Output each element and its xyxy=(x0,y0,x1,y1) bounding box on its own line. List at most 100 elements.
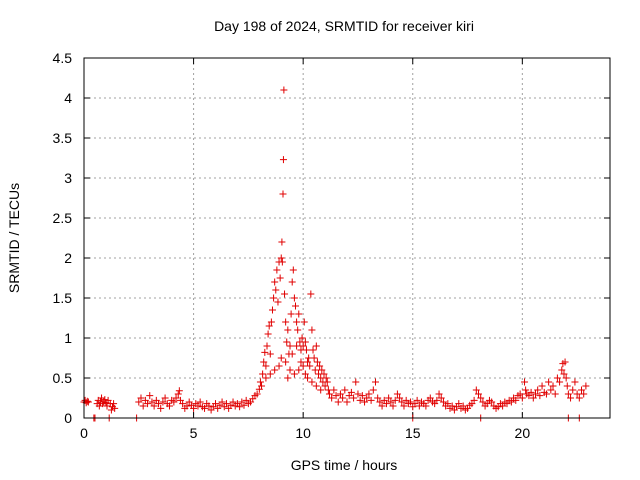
data-point xyxy=(407,398,415,406)
data-point xyxy=(444,400,452,408)
data-point xyxy=(330,386,338,394)
data-point xyxy=(518,394,526,402)
data-point xyxy=(393,390,401,398)
data-point xyxy=(301,338,309,346)
data-point xyxy=(281,290,289,298)
data-point xyxy=(318,366,326,374)
data-point xyxy=(563,382,571,390)
data-point xyxy=(293,342,301,350)
data-point xyxy=(439,398,447,406)
data-point xyxy=(332,392,340,400)
data-point xyxy=(201,404,209,412)
data-point xyxy=(196,398,204,406)
data-point xyxy=(284,374,292,382)
data-point xyxy=(295,310,303,318)
data-point xyxy=(279,190,287,198)
data-point xyxy=(278,258,286,266)
data-point xyxy=(99,400,107,408)
data-point xyxy=(205,402,213,410)
data-point xyxy=(545,378,553,386)
data-point xyxy=(365,390,373,398)
data-point xyxy=(298,334,306,342)
data-point xyxy=(272,286,280,294)
data-point xyxy=(84,398,92,406)
y-tick-label: 4 xyxy=(64,90,72,106)
data-point xyxy=(313,358,321,366)
data-point xyxy=(363,394,371,402)
data-point xyxy=(553,374,561,382)
data-point xyxy=(391,396,399,404)
data-point xyxy=(459,402,467,410)
data-point xyxy=(150,402,158,410)
data-point xyxy=(308,378,316,386)
data-point xyxy=(347,388,355,396)
data-point xyxy=(172,394,180,402)
x-tick-label: 0 xyxy=(80,425,88,441)
y-tick-label: 3.5 xyxy=(53,130,73,146)
data-point xyxy=(83,397,91,405)
data-point xyxy=(290,294,298,302)
data-point xyxy=(529,394,537,402)
data-point xyxy=(271,278,279,286)
data-point xyxy=(387,398,395,406)
chart-title: Day 198 of 2024, SRMTID for receiver kir… xyxy=(214,18,474,34)
data-point xyxy=(309,346,317,354)
data-point xyxy=(286,366,294,374)
grid xyxy=(84,58,610,418)
data-point xyxy=(578,386,586,394)
data-point xyxy=(470,396,478,404)
data-point xyxy=(299,342,307,350)
data-point xyxy=(183,402,191,410)
data-point xyxy=(259,370,267,378)
y-tick-label: 0 xyxy=(64,410,72,426)
y-tick-label: 0.5 xyxy=(53,370,73,386)
data-point xyxy=(398,398,406,406)
y-tick-label: 4.5 xyxy=(53,50,73,66)
data-point xyxy=(328,394,336,402)
data-point xyxy=(157,404,165,412)
data-point xyxy=(266,370,274,378)
data-point xyxy=(322,374,330,382)
data-point xyxy=(289,266,297,274)
data-point xyxy=(534,386,542,394)
data-point xyxy=(155,400,163,408)
data-point xyxy=(516,390,524,398)
data-point xyxy=(556,378,564,386)
data-point xyxy=(385,394,393,402)
data-point xyxy=(302,346,310,354)
data-point xyxy=(547,386,555,394)
data-point xyxy=(263,342,271,350)
data-point xyxy=(562,374,570,382)
data-point xyxy=(170,398,178,406)
x-axis-label: GPS time / hours xyxy=(291,457,398,473)
data-point xyxy=(264,330,272,338)
data-point xyxy=(316,362,324,370)
data-point xyxy=(371,378,379,386)
data-point xyxy=(536,392,544,400)
data-point xyxy=(531,390,539,398)
data-point xyxy=(323,378,331,386)
data-point xyxy=(542,390,550,398)
data-point xyxy=(382,400,390,408)
data-point xyxy=(374,394,382,402)
y-tick-label: 2 xyxy=(64,250,72,266)
data-point xyxy=(301,370,309,378)
data-point xyxy=(549,382,557,390)
data-point xyxy=(499,402,507,410)
data-point xyxy=(261,348,269,356)
data-point xyxy=(455,400,463,408)
data-point xyxy=(144,400,152,408)
data-point xyxy=(575,394,583,402)
data-point xyxy=(148,398,156,406)
data-point xyxy=(268,306,276,314)
data-point xyxy=(275,362,283,370)
data-point xyxy=(174,390,182,398)
data-point xyxy=(560,370,568,378)
data-point xyxy=(477,394,485,402)
data-point xyxy=(295,366,303,374)
data-point xyxy=(276,274,284,282)
data-point xyxy=(367,396,375,404)
data-point xyxy=(267,318,275,326)
data-point xyxy=(437,394,445,402)
data-point xyxy=(308,326,316,334)
